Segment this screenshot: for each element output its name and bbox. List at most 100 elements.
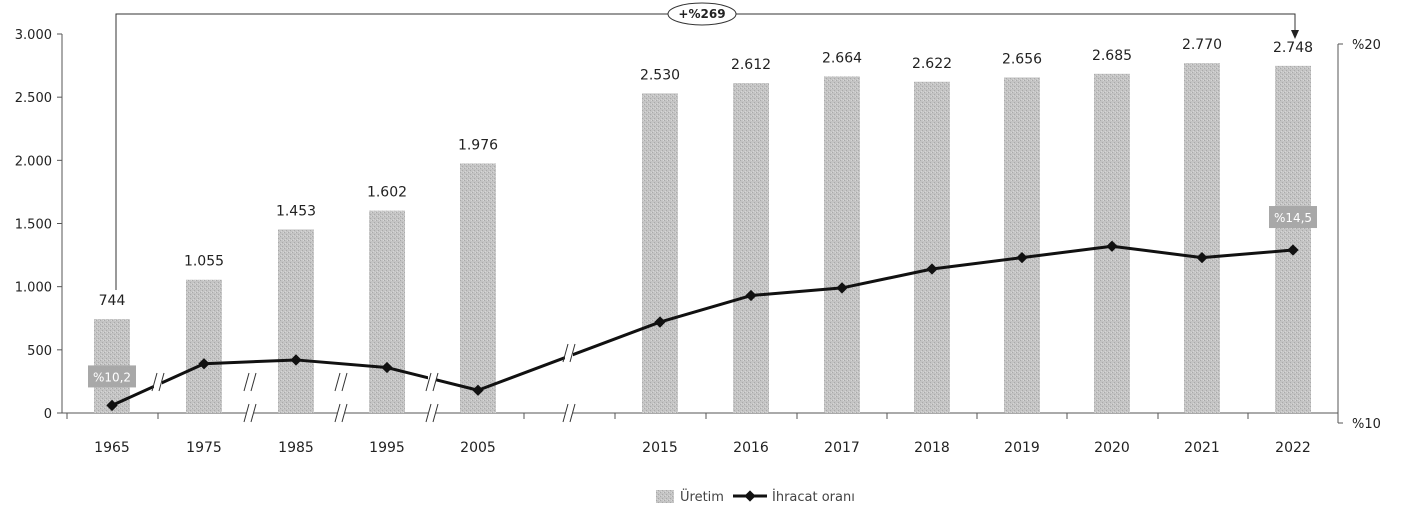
- axis-break-mark: [562, 403, 576, 423]
- bar-2022: [1275, 65, 1311, 413]
- bar-2005: [460, 163, 496, 413]
- y-left-tick-label: 2.500: [15, 91, 52, 106]
- x-tick-label: 1995: [369, 440, 405, 456]
- legend-label-uretim: Üretim: [680, 488, 724, 505]
- axis-break-stroke: [569, 403, 576, 423]
- axis-break-gap: [565, 403, 573, 423]
- point-badge-label: %10,2: [93, 370, 131, 384]
- axis-break-mark: [243, 372, 257, 392]
- x-tick-label: 2022: [1275, 440, 1311, 456]
- axis-break-mark: [243, 403, 257, 423]
- axis-break-mark: [425, 372, 439, 392]
- x-tick-label: 2019: [1004, 440, 1040, 456]
- axis-break-mark: [562, 343, 576, 363]
- bar-1985: [278, 229, 314, 413]
- axis-break-stroke: [432, 403, 439, 423]
- bar-value-label: 2.770: [1182, 37, 1222, 53]
- growth-arrowhead: [1291, 30, 1299, 39]
- x-tick-label: 1985: [278, 440, 314, 456]
- y-right-tick-label: %20: [1352, 38, 1381, 53]
- y-left-tick-label: 1.000: [15, 281, 52, 296]
- axis-break-gap: [246, 372, 254, 392]
- bar-value-label: 1.602: [367, 185, 407, 201]
- line-point-2022: [1287, 244, 1299, 256]
- axis-break-stroke: [151, 372, 158, 392]
- bar-2016: [733, 83, 769, 413]
- growth-label: +%269: [678, 7, 725, 21]
- axis-break-stroke: [569, 343, 576, 363]
- legend-swatch-uretim: [656, 490, 674, 503]
- point-badge-label: %14,5: [1274, 211, 1312, 225]
- line-point-1995: [381, 361, 393, 374]
- line-point-2020: [1106, 240, 1118, 252]
- bar-value-label: 1.453: [276, 203, 316, 219]
- axis-break-mark: [334, 372, 348, 392]
- line-point-1985: [290, 354, 302, 366]
- bar-2017: [824, 76, 860, 413]
- bar-value-label: 2.685: [1092, 48, 1132, 64]
- growth-oval: [667, 2, 737, 26]
- axis-break-gap: [154, 372, 162, 392]
- bar-value-label: 2.656: [1002, 51, 1042, 67]
- axis-break-stroke: [243, 372, 250, 392]
- axis-break-gap: [337, 403, 345, 423]
- bar-2019: [1004, 77, 1040, 413]
- bar-1975: [186, 279, 222, 413]
- x-tick-label: 2017: [824, 440, 860, 456]
- legend-swatch-marker: [744, 490, 756, 502]
- x-tick-label: 1975: [186, 440, 222, 456]
- y-left-tick-label: 1.500: [15, 218, 52, 233]
- x-tick-label: 2016: [733, 440, 769, 456]
- axis-break-gap: [565, 343, 573, 363]
- y-left-tick-label: 2.000: [15, 154, 52, 169]
- axis-break-mark: [334, 403, 348, 423]
- line-point-2017: [836, 282, 848, 294]
- line-point-2005: [472, 384, 484, 396]
- x-tick-label: 2021: [1184, 440, 1220, 456]
- y-right-tick-label: %10: [1352, 417, 1381, 432]
- axis-break-mark: [425, 403, 439, 423]
- line-point-2019: [1016, 251, 1028, 264]
- bar-1995: [369, 210, 405, 413]
- axis-break-stroke: [334, 403, 341, 423]
- axis-break-stroke: [425, 372, 432, 392]
- bar-value-label: 2.530: [640, 67, 680, 83]
- bar-value-label: 2.612: [731, 57, 771, 73]
- point-badge-bg: [1269, 206, 1317, 229]
- bar-value-label: 1.055: [184, 254, 224, 270]
- y-left-tick-label: 500: [27, 344, 52, 359]
- x-tick-label: 2005: [460, 440, 496, 456]
- bar-value-label: 744: [99, 293, 126, 309]
- x-tick-label: 2015: [642, 440, 678, 456]
- axis-break-stroke: [562, 403, 569, 423]
- bar-value-label: 2.664: [822, 50, 862, 66]
- line-point-2018: [926, 263, 938, 275]
- axis-break-gap: [246, 403, 254, 423]
- y-left-tick-label: 0: [44, 407, 52, 422]
- axis-break-gap: [337, 372, 345, 392]
- bar-value-label: 2.748: [1273, 40, 1313, 56]
- line-point-2015: [654, 316, 666, 328]
- axis-break-stroke: [432, 372, 439, 392]
- bar-2021: [1184, 63, 1220, 413]
- axis-break-stroke: [334, 372, 341, 392]
- axis-break-stroke: [250, 403, 257, 423]
- legend-label-ihracat: İhracat oranı: [772, 489, 855, 505]
- bar-value-label: 1.976: [458, 137, 498, 153]
- bar-value-label: 2.622: [912, 56, 952, 72]
- axis-break-stroke: [562, 343, 569, 363]
- point-badge-bg: [88, 365, 136, 388]
- axis-break-stroke: [250, 372, 257, 392]
- axis-break-stroke: [341, 372, 348, 392]
- line-point-1975: [198, 358, 210, 370]
- axis-break-stroke: [243, 403, 250, 423]
- x-tick-label: 2018: [914, 440, 950, 456]
- y-left-tick-label: 3.000: [15, 28, 52, 43]
- x-tick-label: 1965: [94, 440, 130, 456]
- axis-break-mark: [151, 372, 165, 392]
- bar-2018: [914, 81, 950, 413]
- x-tick-label: 2020: [1094, 440, 1130, 456]
- axis-break-stroke: [425, 403, 432, 423]
